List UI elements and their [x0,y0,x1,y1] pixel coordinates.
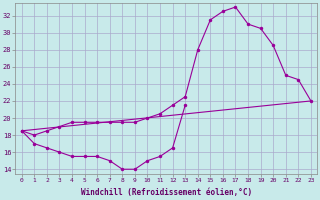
X-axis label: Windchill (Refroidissement éolien,°C): Windchill (Refroidissement éolien,°C) [81,188,252,197]
